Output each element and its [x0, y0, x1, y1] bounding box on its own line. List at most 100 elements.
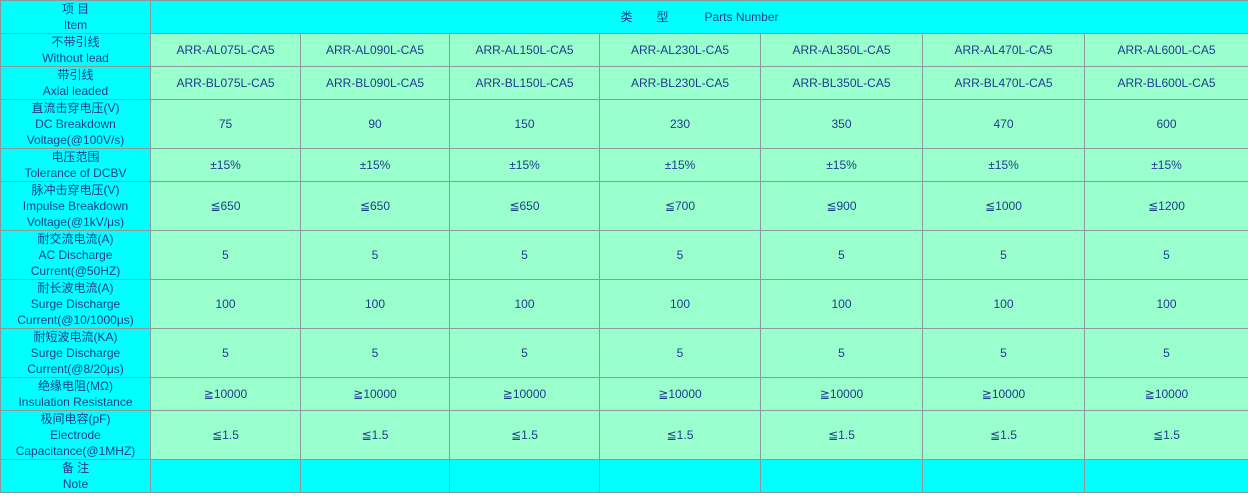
row-label: 备 注 Note — [1, 460, 150, 492]
value-cell: ≦1.5 — [600, 411, 760, 459]
label-line: Note — [62, 477, 89, 491]
value-cell — [923, 460, 1084, 492]
spec-row: 带引线 Axial leaded ARR-BL075L-CA5 ARR-BL090L-… — [1, 67, 1248, 99]
value-cell: ±15% — [923, 149, 1084, 181]
value-cell: ARR-AL150L-CA5 — [450, 34, 599, 66]
label-line: 直流击穿电压(V) — [31, 101, 120, 115]
value-cell: ≦1.5 — [450, 411, 599, 459]
value-cell — [600, 460, 760, 492]
spec-row: 直流击穿电压(V) DC Breakdown Voltage(@100V/s) 75 9… — [1, 100, 1248, 148]
value-cell: ±15% — [1085, 149, 1248, 181]
value-cell — [1085, 460, 1248, 492]
value-cell: 5 — [151, 329, 300, 377]
value-cell: ≦1.5 — [301, 411, 449, 459]
spec-row: 绝缘电阻(MΩ) Insulation Resistance ≧10000 ≧1000… — [1, 378, 1248, 410]
value-cell: ≦1200 — [1085, 182, 1248, 230]
label-line: 耐交流电流(A) — [37, 232, 114, 246]
row-label: 绝缘电阻(MΩ) Insulation Resistance — [1, 378, 150, 410]
item-header: 项 目 Item — [1, 1, 150, 33]
value-cell: 5 — [600, 231, 760, 279]
label-line: Insulation Resistance — [18, 395, 133, 409]
spec-row: 耐长波电流(A) Surge Discharge Current(@10/1000μ… — [1, 280, 1248, 328]
label-line: AC Discharge — [38, 248, 113, 262]
label-line: 脉冲击穿电压(V) — [31, 183, 120, 197]
value-cell: ≧10000 — [761, 378, 922, 410]
value-cell: 100 — [600, 280, 760, 328]
value-cell: 5 — [923, 231, 1084, 279]
value-cell: 5 — [761, 329, 922, 377]
value-cell: ARR-BL150L-CA5 — [450, 67, 599, 99]
value-cell: ≦650 — [450, 182, 599, 230]
value-cell: ≦1.5 — [923, 411, 1084, 459]
value-cell: 5 — [600, 329, 760, 377]
label-line: Impulse Breakdown — [22, 199, 129, 213]
value-cell: ARR-BL090L-CA5 — [301, 67, 449, 99]
label-line: 耐长波电流(A) — [37, 281, 114, 295]
value-cell: 5 — [923, 329, 1084, 377]
value-cell: 5 — [450, 231, 599, 279]
value-cell — [450, 460, 599, 492]
label-line: DC Breakdown — [35, 117, 116, 131]
spec-row: 备 注 Note — [1, 460, 1248, 492]
value-cell: ARR-AL075L-CA5 — [151, 34, 300, 66]
value-cell: ARR-BL600L-CA5 — [1085, 67, 1248, 99]
value-cell: ≦1.5 — [151, 411, 300, 459]
label-line: Item — [63, 18, 88, 32]
value-cell: ±15% — [600, 149, 760, 181]
value-cell: ≦1.5 — [761, 411, 922, 459]
value-cell: 100 — [761, 280, 922, 328]
value-cell: ARR-AL470L-CA5 — [923, 34, 1084, 66]
label-line: 项 目 — [61, 2, 90, 16]
label-line: Axial leaded — [42, 84, 109, 98]
value-cell: 230 — [600, 100, 760, 148]
value-cell: ARR-BL350L-CA5 — [761, 67, 922, 99]
value-cell: ARR-AL090L-CA5 — [301, 34, 449, 66]
label-line: 备 注 — [61, 461, 90, 475]
value-cell: ARR-BL075L-CA5 — [151, 67, 300, 99]
label-line: Current(@10/1000μs) — [17, 313, 134, 327]
value-cell: ARR-AL600L-CA5 — [1085, 34, 1248, 66]
spec-row: 电压范围 Tolerance of DCBV ±15% ±15% ±15% ±15% ±15… — [1, 149, 1248, 181]
value-cell: 5 — [301, 329, 449, 377]
value-cell: ≦700 — [600, 182, 760, 230]
row-label: 直流击穿电压(V) DC Breakdown Voltage(@100V/s) — [1, 100, 150, 148]
label-line: Without lead — [42, 51, 109, 65]
value-cell: ≧10000 — [151, 378, 300, 410]
spec-row: 脉冲击穿电压(V) Impulse Breakdown Voltage(@1kV/μ… — [1, 182, 1248, 230]
row-label: 耐短波电流(KA) Surge Discharge Current(@8/20μs) — [1, 329, 150, 377]
label-line: Current(@50HZ) — [30, 264, 121, 278]
label-line: 带引线 — [57, 68, 94, 82]
spec-row: 不带引线 Without lead ARR-AL075L-CA5 ARR-AL090L… — [1, 34, 1248, 66]
value-cell: ≧10000 — [450, 378, 599, 410]
value-cell: ARR-BL470L-CA5 — [923, 67, 1084, 99]
value-cell: 100 — [151, 280, 300, 328]
label-line: Capacitance(@1MHZ) — [15, 444, 136, 458]
value-cell: 600 — [1085, 100, 1248, 148]
value-cell: 5 — [1085, 329, 1248, 377]
value-cell: 5 — [151, 231, 300, 279]
value-cell: ARR-BL230L-CA5 — [600, 67, 760, 99]
row-label: 耐长波电流(A) Surge Discharge Current(@10/1000μ… — [1, 280, 150, 328]
label-line: 耐短波电流(KA) — [33, 330, 118, 344]
row-label: 极间电容(pF) Electrode Capacitance(@1MHZ) — [1, 411, 150, 459]
label-line: 绝缘电阻(MΩ) — [38, 379, 113, 393]
value-cell: 5 — [761, 231, 922, 279]
value-cell: 5 — [1085, 231, 1248, 279]
label-line: 不带引线 — [51, 35, 100, 49]
spec-row: 耐交流电流(A) AC Discharge Current(@50HZ) 5 5 5 5 5 5… — [1, 231, 1248, 279]
value-cell: 75 — [151, 100, 300, 148]
row-label: 不带引线 Without lead — [1, 34, 150, 66]
value-cell: 100 — [450, 280, 599, 328]
value-cell: ≧10000 — [1085, 378, 1248, 410]
value-cell: ±15% — [301, 149, 449, 181]
label-line: Tolerance of DCBV — [24, 166, 127, 180]
row-label: 耐交流电流(A) AC Discharge Current(@50HZ) — [1, 231, 150, 279]
row-label: 带引线 Axial leaded — [1, 67, 150, 99]
parts-header: 类 型 Parts Number — [151, 1, 1248, 33]
value-cell: 470 — [923, 100, 1084, 148]
value-cell: 100 — [1085, 280, 1248, 328]
value-cell: ≦900 — [761, 182, 922, 230]
value-cell: 100 — [923, 280, 1084, 328]
